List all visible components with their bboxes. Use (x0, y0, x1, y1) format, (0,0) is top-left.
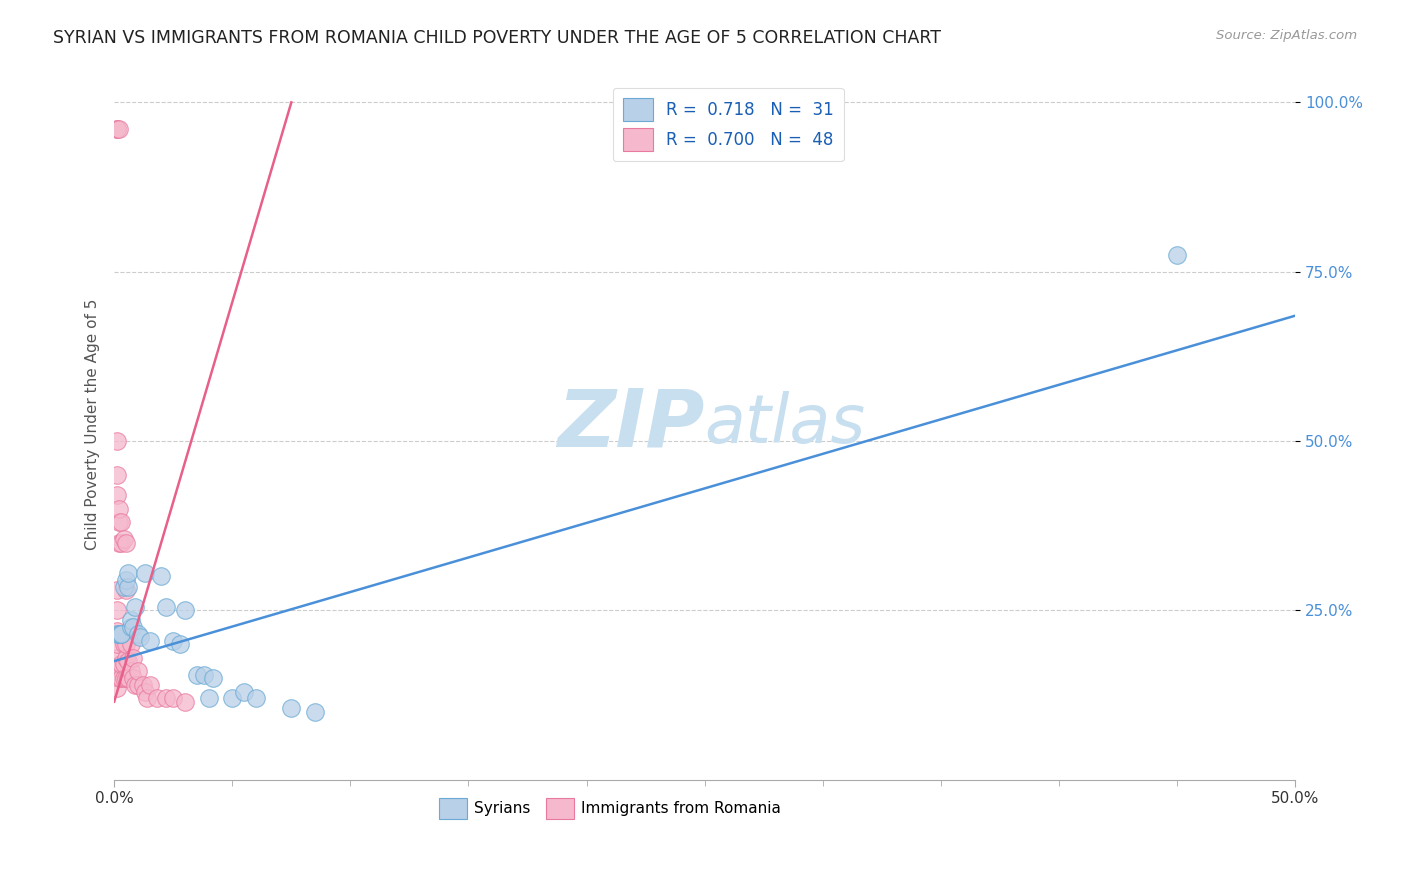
Point (134, 566, 156, 580)
Point (108, 671, 131, 685)
Point (129, 631, 152, 645)
Point (110, 627, 132, 641)
Point (117, 671, 139, 685)
Point (131, 678, 153, 692)
Point (105, 467, 128, 482)
Point (117, 580, 139, 594)
Y-axis label: Child Poverty Under the Age of 5: Child Poverty Under the Age of 5 (86, 299, 100, 549)
Point (110, 535, 132, 549)
Point (174, 603, 197, 617)
Point (138, 678, 160, 692)
Point (115, 637, 138, 651)
Point (105, 603, 128, 617)
Point (105, 681, 128, 696)
Text: Source: ZipAtlas.com: Source: ZipAtlas.com (1216, 29, 1357, 43)
Point (108, 501, 131, 516)
Text: atlas: atlas (704, 391, 866, 457)
Point (117, 566, 139, 580)
Point (110, 657, 132, 672)
Point (193, 667, 215, 681)
Point (134, 684, 156, 698)
Point (136, 691, 159, 706)
Point (105, 434, 128, 448)
Point (186, 667, 208, 681)
Point (112, 532, 135, 546)
Point (122, 650, 145, 665)
Point (105, 122, 128, 136)
Point (221, 691, 243, 706)
Point (169, 637, 191, 651)
Point (108, 535, 131, 549)
Point (138, 633, 160, 648)
Point (122, 671, 145, 685)
Point (105, 122, 128, 136)
Point (197, 691, 219, 706)
Point (155, 599, 177, 614)
Point (108, 661, 131, 675)
Point (115, 582, 138, 597)
Point (108, 122, 131, 136)
Point (124, 599, 146, 614)
Point (108, 627, 131, 641)
Point (105, 667, 128, 681)
Point (124, 678, 146, 692)
Point (233, 684, 256, 698)
Point (105, 650, 128, 665)
Point (202, 671, 225, 685)
Point (120, 620, 142, 634)
Point (245, 691, 267, 706)
Point (117, 654, 139, 668)
Point (112, 671, 135, 685)
Point (145, 691, 167, 706)
Point (155, 691, 177, 706)
Text: SYRIAN VS IMMIGRANTS FROM ROMANIA CHILD POVERTY UNDER THE AGE OF 5 CORRELATION C: SYRIAN VS IMMIGRANTS FROM ROMANIA CHILD … (53, 29, 942, 47)
Point (105, 488, 128, 502)
Point (115, 650, 138, 665)
Point (120, 665, 142, 679)
Point (150, 569, 173, 583)
Point (120, 614, 142, 628)
Point (110, 515, 132, 529)
Point (162, 633, 184, 648)
Point (115, 535, 138, 549)
Point (115, 573, 138, 587)
Point (108, 515, 131, 529)
Point (127, 665, 149, 679)
Point (105, 637, 128, 651)
Legend: Syrians, Immigrants from Romania: Syrians, Immigrants from Romania (433, 791, 787, 825)
Point (105, 582, 128, 597)
Point (174, 695, 197, 709)
Point (127, 627, 149, 641)
Point (122, 620, 145, 634)
Point (105, 627, 128, 641)
Point (127, 678, 149, 692)
Point (280, 701, 302, 715)
Point (105, 624, 128, 638)
Text: ZIP: ZIP (557, 385, 704, 463)
Point (110, 671, 132, 685)
Point (112, 657, 135, 672)
Point (115, 671, 138, 685)
Point (1166, 248, 1188, 262)
Point (112, 580, 135, 594)
Point (162, 691, 184, 706)
Point (112, 637, 135, 651)
Point (110, 627, 132, 641)
Point (120, 637, 142, 651)
Point (304, 705, 326, 719)
